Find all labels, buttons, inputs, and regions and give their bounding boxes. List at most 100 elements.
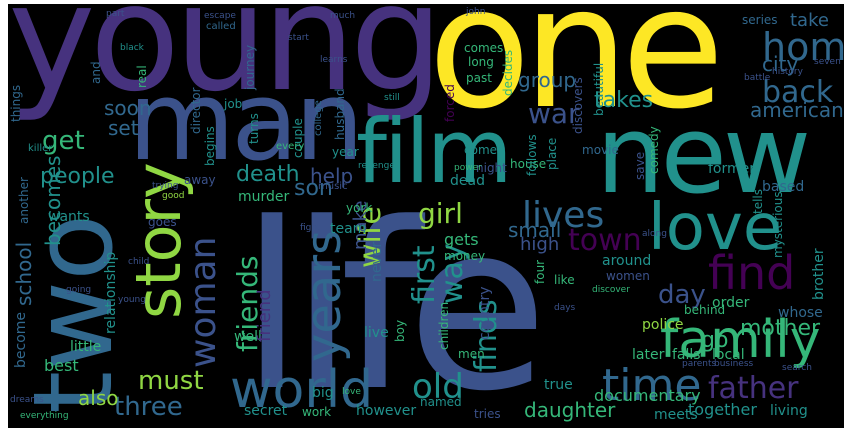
word-going: going <box>66 285 92 295</box>
word-love: love <box>648 191 783 265</box>
word-past: past <box>466 71 492 85</box>
word-four: four <box>533 259 547 284</box>
word-small: small <box>508 218 562 242</box>
word-husband: husband <box>333 88 347 140</box>
word-killer: killer <box>28 143 53 154</box>
word-house: house <box>510 157 547 171</box>
word-around: around <box>602 253 652 269</box>
word-soon: soon <box>104 96 152 120</box>
word-trying: trying <box>152 181 179 191</box>
word-tries: tries <box>474 407 501 421</box>
word-meets: meets <box>654 407 698 423</box>
word-murder: murder <box>238 189 290 205</box>
word-find: find <box>708 246 796 300</box>
word-fight: fight <box>300 223 321 233</box>
word-search: search <box>782 363 812 373</box>
word-well: well <box>234 329 262 345</box>
word-york: york <box>346 201 373 215</box>
word-home: home <box>762 25 844 69</box>
word-new: new <box>596 93 811 218</box>
word-life: life <box>240 175 548 428</box>
word-become: become <box>13 311 29 368</box>
word-things: things <box>9 84 23 122</box>
word-child: child <box>128 257 150 267</box>
word-three: three <box>114 392 183 422</box>
word-daughter: daughter <box>524 398 616 422</box>
word-man: man <box>128 57 364 185</box>
word-escape: escape <box>204 11 236 21</box>
word-help: help <box>310 164 354 188</box>
word-and: and <box>89 61 103 84</box>
word-city: city <box>762 52 799 76</box>
word-forced: forced <box>443 84 457 122</box>
word-revenge: revenge <box>358 161 395 171</box>
word-john: john <box>466 7 486 17</box>
word-never: never <box>369 241 385 282</box>
word-death: death <box>236 162 300 187</box>
word-living: living <box>770 403 808 419</box>
word-girl: girl <box>418 197 463 230</box>
word-part: part <box>106 9 125 19</box>
word-men: men <box>458 347 485 361</box>
word-must: must <box>138 366 204 396</box>
word-beautiful: beautiful <box>592 62 606 116</box>
word-take: take <box>790 10 829 31</box>
word-relationship: relationship <box>103 251 119 334</box>
word-everything: everything <box>20 411 69 421</box>
word-job: job <box>224 97 243 111</box>
word-journey: journey <box>243 44 257 90</box>
word-black: black <box>120 43 144 53</box>
word-country: country <box>477 286 493 340</box>
word-falls: falls <box>672 347 701 363</box>
word-based: based <box>762 179 805 195</box>
word-work: work <box>302 405 332 419</box>
word-woman: woman <box>183 236 224 368</box>
word-police: police <box>642 317 684 333</box>
word-whose: whose <box>778 305 823 321</box>
word-place: place <box>545 137 559 170</box>
word-seven: seven <box>814 57 841 67</box>
word-years: years <box>296 229 352 362</box>
word-save: save <box>633 151 647 180</box>
word-son: son <box>294 176 333 201</box>
word-money: money <box>444 249 486 263</box>
word-another: another <box>17 177 31 224</box>
word-college: college <box>313 100 324 136</box>
word-former: former <box>708 161 756 177</box>
word-turns: turns <box>247 113 261 144</box>
word-day: day <box>658 280 706 310</box>
word-world: world <box>230 360 374 420</box>
word-time: time <box>602 360 702 411</box>
word-women: women <box>606 269 650 283</box>
word-begins: begins <box>203 126 217 166</box>
word-dead: dead <box>450 173 485 189</box>
word-film: film <box>356 100 513 203</box>
word-go: go <box>701 328 729 353</box>
word-parents: parents <box>682 359 717 369</box>
word-local: local <box>712 347 745 363</box>
word-friend: friend <box>254 289 275 342</box>
word-young: young <box>8 4 444 124</box>
word-wants: wants <box>48 209 90 225</box>
word-music: music <box>318 181 348 192</box>
word-good: good <box>162 191 185 201</box>
word-business: business <box>714 359 754 369</box>
word-comedy: comedy <box>647 126 661 174</box>
word-father: father <box>708 371 799 406</box>
word-dreams: dreams <box>10 395 44 405</box>
word-together: together <box>688 400 757 419</box>
word-people: people <box>40 164 115 189</box>
word-follows: follows <box>525 134 539 176</box>
word-still: still <box>384 93 400 103</box>
word-start: start <box>288 33 309 43</box>
word-called: called <box>206 21 236 32</box>
word-takes: takes <box>594 88 654 113</box>
word-live: live <box>364 325 389 341</box>
word-long: long <box>468 55 494 69</box>
word-true: true <box>544 377 573 393</box>
word-discovers: discovers <box>571 77 585 134</box>
word-lives: lives <box>522 195 605 236</box>
word-year: year <box>332 145 359 159</box>
word-american: american <box>750 98 844 122</box>
word-power: power <box>454 163 482 173</box>
